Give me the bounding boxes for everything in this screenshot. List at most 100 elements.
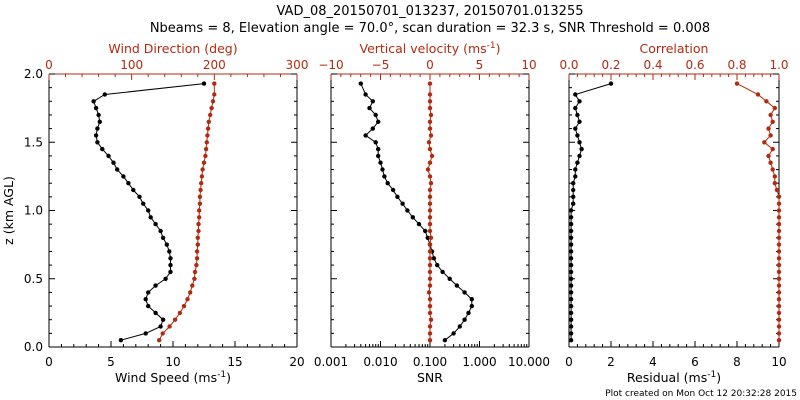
x-tick-label-bottom: 2 (607, 355, 615, 369)
series-point-top (776, 283, 782, 288)
series-point-top (776, 242, 782, 247)
series-point-bottom (153, 283, 158, 288)
x-tick-label-bottom: 10.000 (508, 355, 550, 369)
series-point-bottom (148, 215, 153, 220)
series-point-bottom (457, 324, 462, 329)
series-line-top (158, 83, 215, 341)
series-point-bottom (370, 99, 375, 104)
series-point-bottom (164, 242, 169, 247)
series-point-top (197, 201, 203, 206)
x-axis-label-bottom: Wind Speed (ms-1) (115, 370, 231, 385)
series-point-top (774, 187, 780, 193)
series-point-bottom (410, 215, 415, 220)
series-point-bottom (370, 126, 375, 131)
y-tick-label: 0.5 (24, 272, 43, 286)
series-point-top (209, 105, 214, 111)
series-point-top (776, 269, 782, 275)
series-point-top (776, 317, 782, 322)
series-point-top (776, 303, 782, 309)
series-point-bottom (579, 146, 584, 152)
series-point-top (772, 105, 777, 111)
series-point-bottom (568, 317, 574, 322)
series-point-bottom (121, 174, 126, 179)
series-point-bottom (573, 92, 578, 97)
series-point-bottom (568, 215, 574, 220)
series-point-top (204, 140, 209, 145)
series-point-top (426, 140, 432, 145)
x-tick-label-top: 0.2 (601, 58, 620, 72)
series-point-bottom (367, 105, 372, 111)
series-point-top (776, 208, 782, 213)
x-axis-label-bottom-sup: -1 (217, 370, 226, 380)
x-tick-label-top: −5 (372, 58, 390, 72)
series-point-top (197, 208, 202, 213)
series-point-top (199, 181, 204, 186)
series-point-top (776, 201, 782, 206)
series-point-bottom (131, 187, 136, 193)
x-axis-label-bottom: SNR (417, 370, 443, 385)
series-point-top (776, 249, 782, 254)
series-point-bottom (97, 119, 103, 125)
title-line-2: Nbeams = 8, Elevation angle = 70.0°, sca… (150, 21, 710, 36)
series-point-bottom (115, 167, 120, 172)
series-point-bottom (153, 310, 158, 316)
series-point-top (198, 187, 203, 193)
series-point-top (427, 208, 433, 213)
series-point-top (428, 112, 434, 118)
series-point-bottom (431, 256, 437, 261)
series-point-top (427, 99, 433, 104)
series-point-bottom (568, 303, 574, 309)
series-point-bottom (373, 112, 378, 118)
series-point-bottom (95, 126, 100, 131)
series-point-bottom (608, 81, 614, 86)
series-point-bottom (575, 133, 580, 138)
series-point-top (776, 297, 782, 302)
x-axis-label-bottom-end: ) (716, 370, 721, 385)
series-point-bottom (571, 181, 576, 186)
series-point-bottom (376, 119, 381, 125)
series-point-top (206, 119, 211, 125)
series-point-top (428, 181, 434, 186)
series-point-bottom (395, 194, 400, 199)
series-point-bottom (168, 256, 173, 261)
series-point-bottom (575, 112, 580, 118)
series-point-bottom (153, 221, 158, 227)
x-tick-label-bottom: 0.100 (413, 355, 447, 369)
series-point-top (181, 303, 187, 309)
series-point-top (428, 133, 434, 138)
series-point-bottom (93, 133, 99, 138)
series-point-top (770, 146, 775, 152)
series-point-bottom (568, 249, 574, 254)
series-point-top (776, 221, 782, 227)
series-point-bottom (573, 174, 578, 179)
series-point-bottom (201, 81, 207, 86)
x-tick-label-top: 0.4 (643, 58, 662, 72)
x-tick-label-top: 1.0 (769, 58, 788, 72)
series-point-bottom (126, 181, 131, 186)
x-tick-label-top: 5 (476, 58, 484, 72)
x-axis-label-top-main: Wind Direction (deg) (108, 41, 237, 56)
series-point-top (427, 269, 433, 275)
series-point-top (427, 310, 433, 316)
x-tick-label-bottom: 0.010 (363, 355, 397, 369)
series-point-top (427, 256, 433, 261)
series-point-bottom (442, 338, 448, 343)
series-point-top (195, 242, 200, 247)
series-point-top (734, 81, 740, 86)
series-point-top (427, 187, 433, 193)
series-point-bottom (577, 99, 582, 104)
series-point-top (427, 242, 433, 247)
series-point-bottom (385, 181, 390, 186)
series-point-top (427, 160, 433, 165)
series-point-bottom (158, 228, 163, 234)
series-point-bottom (573, 126, 578, 131)
series-point-bottom (568, 331, 574, 336)
series-point-top (776, 338, 782, 343)
x-tick-label-bottom: 1.000 (462, 355, 496, 369)
series-point-bottom (568, 310, 574, 316)
series-point-bottom (568, 297, 574, 302)
x-tick-label-top: 300 (286, 58, 309, 72)
series-point-top (427, 126, 433, 131)
series-point-bottom (568, 283, 574, 288)
series-point-bottom (568, 262, 574, 268)
